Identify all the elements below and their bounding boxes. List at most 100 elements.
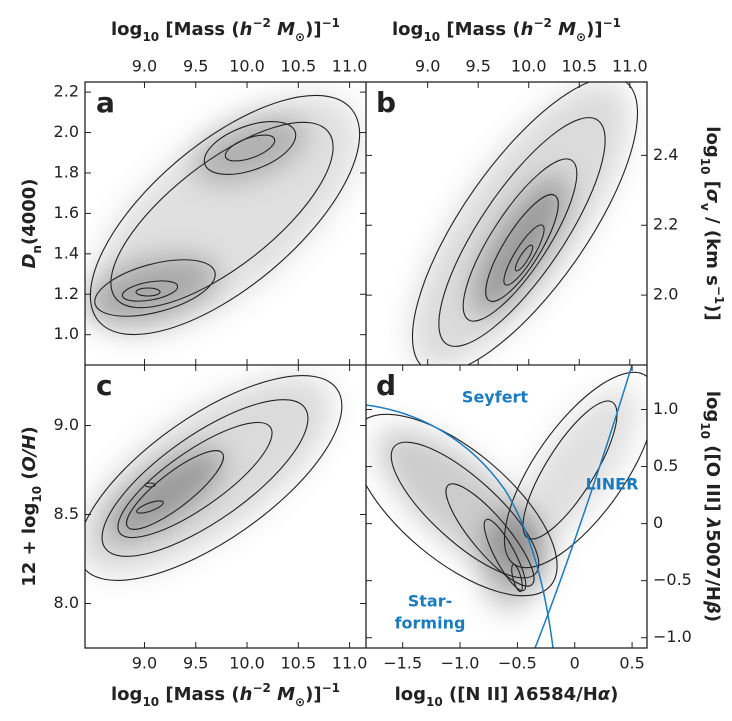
label-part: h <box>240 19 253 40</box>
y-tick-label: 2.2 <box>653 215 678 234</box>
label-part: 10 <box>142 695 159 709</box>
label-part: log <box>702 126 723 157</box>
y-tick-label: 1.0 <box>653 399 678 418</box>
panel-label: b <box>376 86 396 119</box>
label-part: ⊙ <box>576 30 586 44</box>
label-part: −2 <box>252 681 270 695</box>
label-part: −1 <box>603 16 621 30</box>
label-part: 6584/H <box>526 684 598 705</box>
y-tick-label: −0.5 <box>653 570 692 589</box>
density-d <box>366 365 647 648</box>
y-tick-label: 2.0 <box>653 285 678 304</box>
x-tick-label: 9.5 <box>183 654 208 673</box>
label-part: (4000) <box>19 178 40 245</box>
annotation: Seyfert <box>462 388 529 407</box>
y-tick-label: 1.4 <box>54 243 79 262</box>
label-part: log <box>111 684 142 705</box>
y-tick-label: 1.8 <box>54 162 79 181</box>
annotation: Star- <box>408 592 453 611</box>
x-tick-label: 0.5 <box>619 654 644 673</box>
label-part: α <box>598 684 611 705</box>
axis-label: log10 [σv / (km s−1)] <box>699 126 727 320</box>
y-tick-label: 1.0 <box>54 324 79 343</box>
label-part: M <box>552 19 576 40</box>
label-part: ( <box>19 471 40 486</box>
label-part: )] <box>305 684 321 705</box>
density-b <box>410 82 639 365</box>
x-tick-label: 11.0 <box>612 57 648 76</box>
label-part: [Mass ( <box>440 19 520 40</box>
axis-label: log10 [Mass (h−2 M⊙)]−1 <box>111 681 340 709</box>
label-part: 10 <box>426 695 443 709</box>
label-part: 12 + log <box>19 503 40 587</box>
x-tick-label: 11.0 <box>332 57 368 76</box>
label-part: −1 <box>713 286 727 304</box>
label-part: log <box>111 19 142 40</box>
x-tick-label: 9.0 <box>132 57 157 76</box>
label-part: −1 <box>322 681 340 695</box>
label-part: M <box>271 19 295 40</box>
label-part: M <box>271 684 295 705</box>
label-part: 10 <box>699 158 713 175</box>
axis-label: Dn(4000) <box>19 178 44 268</box>
annotation: LINER <box>586 475 639 494</box>
axis-label: log10 [Mass (h−2 M⊙)]−1 <box>111 16 340 44</box>
x-tick-label: 11.0 <box>332 654 368 673</box>
label-part: 10 <box>30 486 44 503</box>
label-part: )] <box>702 304 723 320</box>
axis-label: log10 ([N II] λ6584/Hα) <box>395 684 619 709</box>
y-tick-label: 2.4 <box>653 145 678 164</box>
x-tick-label: −0.5 <box>498 654 537 673</box>
label-part: ) <box>19 426 40 434</box>
label-part: D <box>19 254 40 269</box>
label-part: −2 <box>252 16 270 30</box>
y-tick-label: 2.2 <box>54 82 79 101</box>
axis-label: 12 + log10 (O/H) <box>19 426 44 586</box>
y-tick-label: 0 <box>653 513 663 532</box>
x-tick-label: 10.0 <box>229 654 265 673</box>
label-part: λ <box>702 517 723 529</box>
x-tick-label: 10.0 <box>229 57 265 76</box>
y-tick-label: 1.2 <box>54 284 79 303</box>
label-part: −1 <box>322 16 340 30</box>
density-c <box>85 375 343 581</box>
label-part: h <box>521 19 534 40</box>
x-tick-label: 10.0 <box>511 57 547 76</box>
label-part: β <box>702 600 723 614</box>
label-part: 10 <box>423 30 440 44</box>
label-part: 10 <box>699 422 713 439</box>
label-part: [Mass ( <box>159 684 239 705</box>
label-part: 10 <box>142 30 159 44</box>
label-part: λ <box>514 684 526 705</box>
panel-label: c <box>96 369 113 402</box>
x-tick-label: 9.0 <box>132 654 157 673</box>
y-tick-label: 8.0 <box>54 593 79 612</box>
density-a <box>85 94 361 336</box>
x-tick-label: 10.5 <box>281 57 317 76</box>
label-part: 5007/H <box>702 529 723 601</box>
label-part: n <box>30 245 44 254</box>
label-part: )] <box>305 19 321 40</box>
label-part: ⊙ <box>295 695 305 709</box>
x-tick-label: 9.5 <box>465 57 490 76</box>
label-part: σ <box>702 189 723 204</box>
axis-label: log10 ([O III] λ5007/Hβ) <box>699 391 724 622</box>
y-tick-label: 2.0 <box>54 122 79 141</box>
y-tick-label: 8.5 <box>54 504 79 523</box>
label-part: log <box>395 684 426 705</box>
frames <box>84 81 648 649</box>
x-tick-label: −1.5 <box>383 654 422 673</box>
panel-label: d <box>376 369 396 402</box>
annotation: forming <box>395 614 466 633</box>
x-tick-label: 10.5 <box>281 654 317 673</box>
label-part: −2 <box>533 16 551 30</box>
y-tick-label: −1.0 <box>653 627 692 646</box>
label-part: [ <box>702 174 723 189</box>
label-part: log <box>392 19 423 40</box>
x-tick-label: 9.5 <box>183 57 208 76</box>
label-part: ([O III] <box>702 439 723 518</box>
label-part: h <box>240 684 253 705</box>
y-tick-label: 9.0 <box>54 415 79 434</box>
x-tick-label: −1.0 <box>441 654 480 673</box>
